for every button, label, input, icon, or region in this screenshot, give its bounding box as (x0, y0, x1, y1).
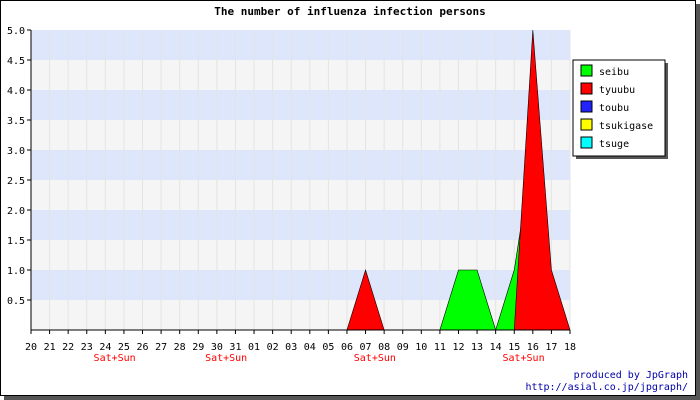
x-tick-label: 04 (304, 342, 316, 353)
x-tick-label: 13 (471, 342, 483, 353)
legend-label-tsukigase: tsukigase (599, 121, 653, 132)
background-band (31, 60, 570, 90)
y-tick-label: 4.5 (7, 56, 25, 67)
x-tick-label: 26 (136, 342, 148, 353)
x-tick-label: 11 (434, 342, 446, 353)
y-tick-label: 4.0 (7, 86, 25, 97)
background-band (31, 270, 570, 300)
x-tick-label: 21 (44, 342, 56, 353)
chart-title: The number of influenza infection person… (214, 5, 486, 18)
x-tick-label: 17 (545, 342, 557, 353)
x-tick-label: 09 (397, 342, 409, 353)
x-tick-label: 24 (99, 342, 111, 353)
x-tick-label: 07 (360, 342, 372, 353)
x-tick-label: 12 (452, 342, 464, 353)
x-tick-label: 10 (415, 342, 427, 353)
legend-swatch-tsuge (580, 136, 593, 149)
x-tick-label: 22 (62, 342, 74, 353)
x-tick-label: 20 (25, 342, 37, 353)
legend-label-tsuge: tsuge (599, 139, 629, 150)
credit-line-2: http://asial.co.jp/jpgraph/ (525, 382, 688, 393)
x-tick-label: 16 (527, 342, 539, 353)
legend: seibu tyuubu toubu tsukigase tsuge (572, 59, 668, 159)
legend-swatch-tsukigase (580, 118, 593, 131)
legend-label-toubu: toubu (599, 103, 629, 114)
y-tick-label: 1.5 (7, 236, 25, 247)
x-tick-label: 14 (490, 342, 502, 353)
weekend-label: Sat+Sun (205, 353, 247, 364)
credit-line-1: produced by JpGraph (574, 370, 688, 381)
y-tick-label: 5.0 (7, 26, 25, 37)
weekend-label: Sat+Sun (354, 353, 396, 364)
background-band (31, 180, 570, 210)
background-band (31, 240, 570, 270)
legend-label-tyuubu: tyuubu (599, 85, 635, 96)
y-tick-label: 1.0 (7, 266, 25, 277)
background-band (31, 150, 570, 180)
y-tick-label: 2.5 (7, 176, 25, 187)
legend-swatch-tyuubu (580, 82, 593, 95)
x-tick-label: 28 (174, 342, 186, 353)
x-tick-label: 27 (155, 342, 167, 353)
y-tick-label: 2.0 (7, 206, 25, 217)
x-tick-label: 29 (192, 342, 204, 353)
x-tick-label: 15 (508, 342, 520, 353)
x-tick-label: 18 (564, 342, 576, 353)
background-band (31, 90, 570, 120)
legend-swatch-toubu (580, 100, 593, 113)
x-tick-label: 25 (118, 342, 130, 353)
x-tick-label: 30 (211, 342, 223, 353)
x-tick-label: 08 (378, 342, 390, 353)
y-tick-labels: 0.5 1.0 1.5 2.0 2.5 3.0 3.5 4.0 4.5 5.0 (7, 26, 31, 307)
x-tick-label: 31 (229, 342, 241, 353)
y-tick-label: 3.5 (7, 116, 25, 127)
plot-background (31, 30, 570, 330)
x-tick-label: 02 (267, 342, 279, 353)
y-tick-label: 0.5 (7, 296, 25, 307)
background-band (31, 120, 570, 150)
x-tick-labels: 20 21 22 23 24 25 26 27 28 29 30 31 01 02 03 04 05 06 07 08… (25, 330, 576, 353)
weekend-label: Sat+Sun (502, 353, 544, 364)
legend-swatch-seibu (580, 64, 593, 77)
grid-lines (30, 30, 571, 330)
legend-label-seibu: seibu (599, 67, 629, 78)
weekend-label: Sat+Sun (94, 353, 136, 364)
x-tick-label: 03 (285, 342, 297, 353)
x-tick-label: 05 (322, 342, 334, 353)
x-tick-label: 23 (81, 342, 93, 353)
background-band (31, 210, 570, 240)
background-band (31, 30, 570, 60)
y-tick-label: 3.0 (7, 146, 25, 157)
x-tick-label: 06 (341, 342, 353, 353)
weekend-labels: Sat+Sun Sat+Sun Sat+Sun Sat+Sun (94, 353, 545, 364)
x-tick-label: 01 (248, 342, 260, 353)
